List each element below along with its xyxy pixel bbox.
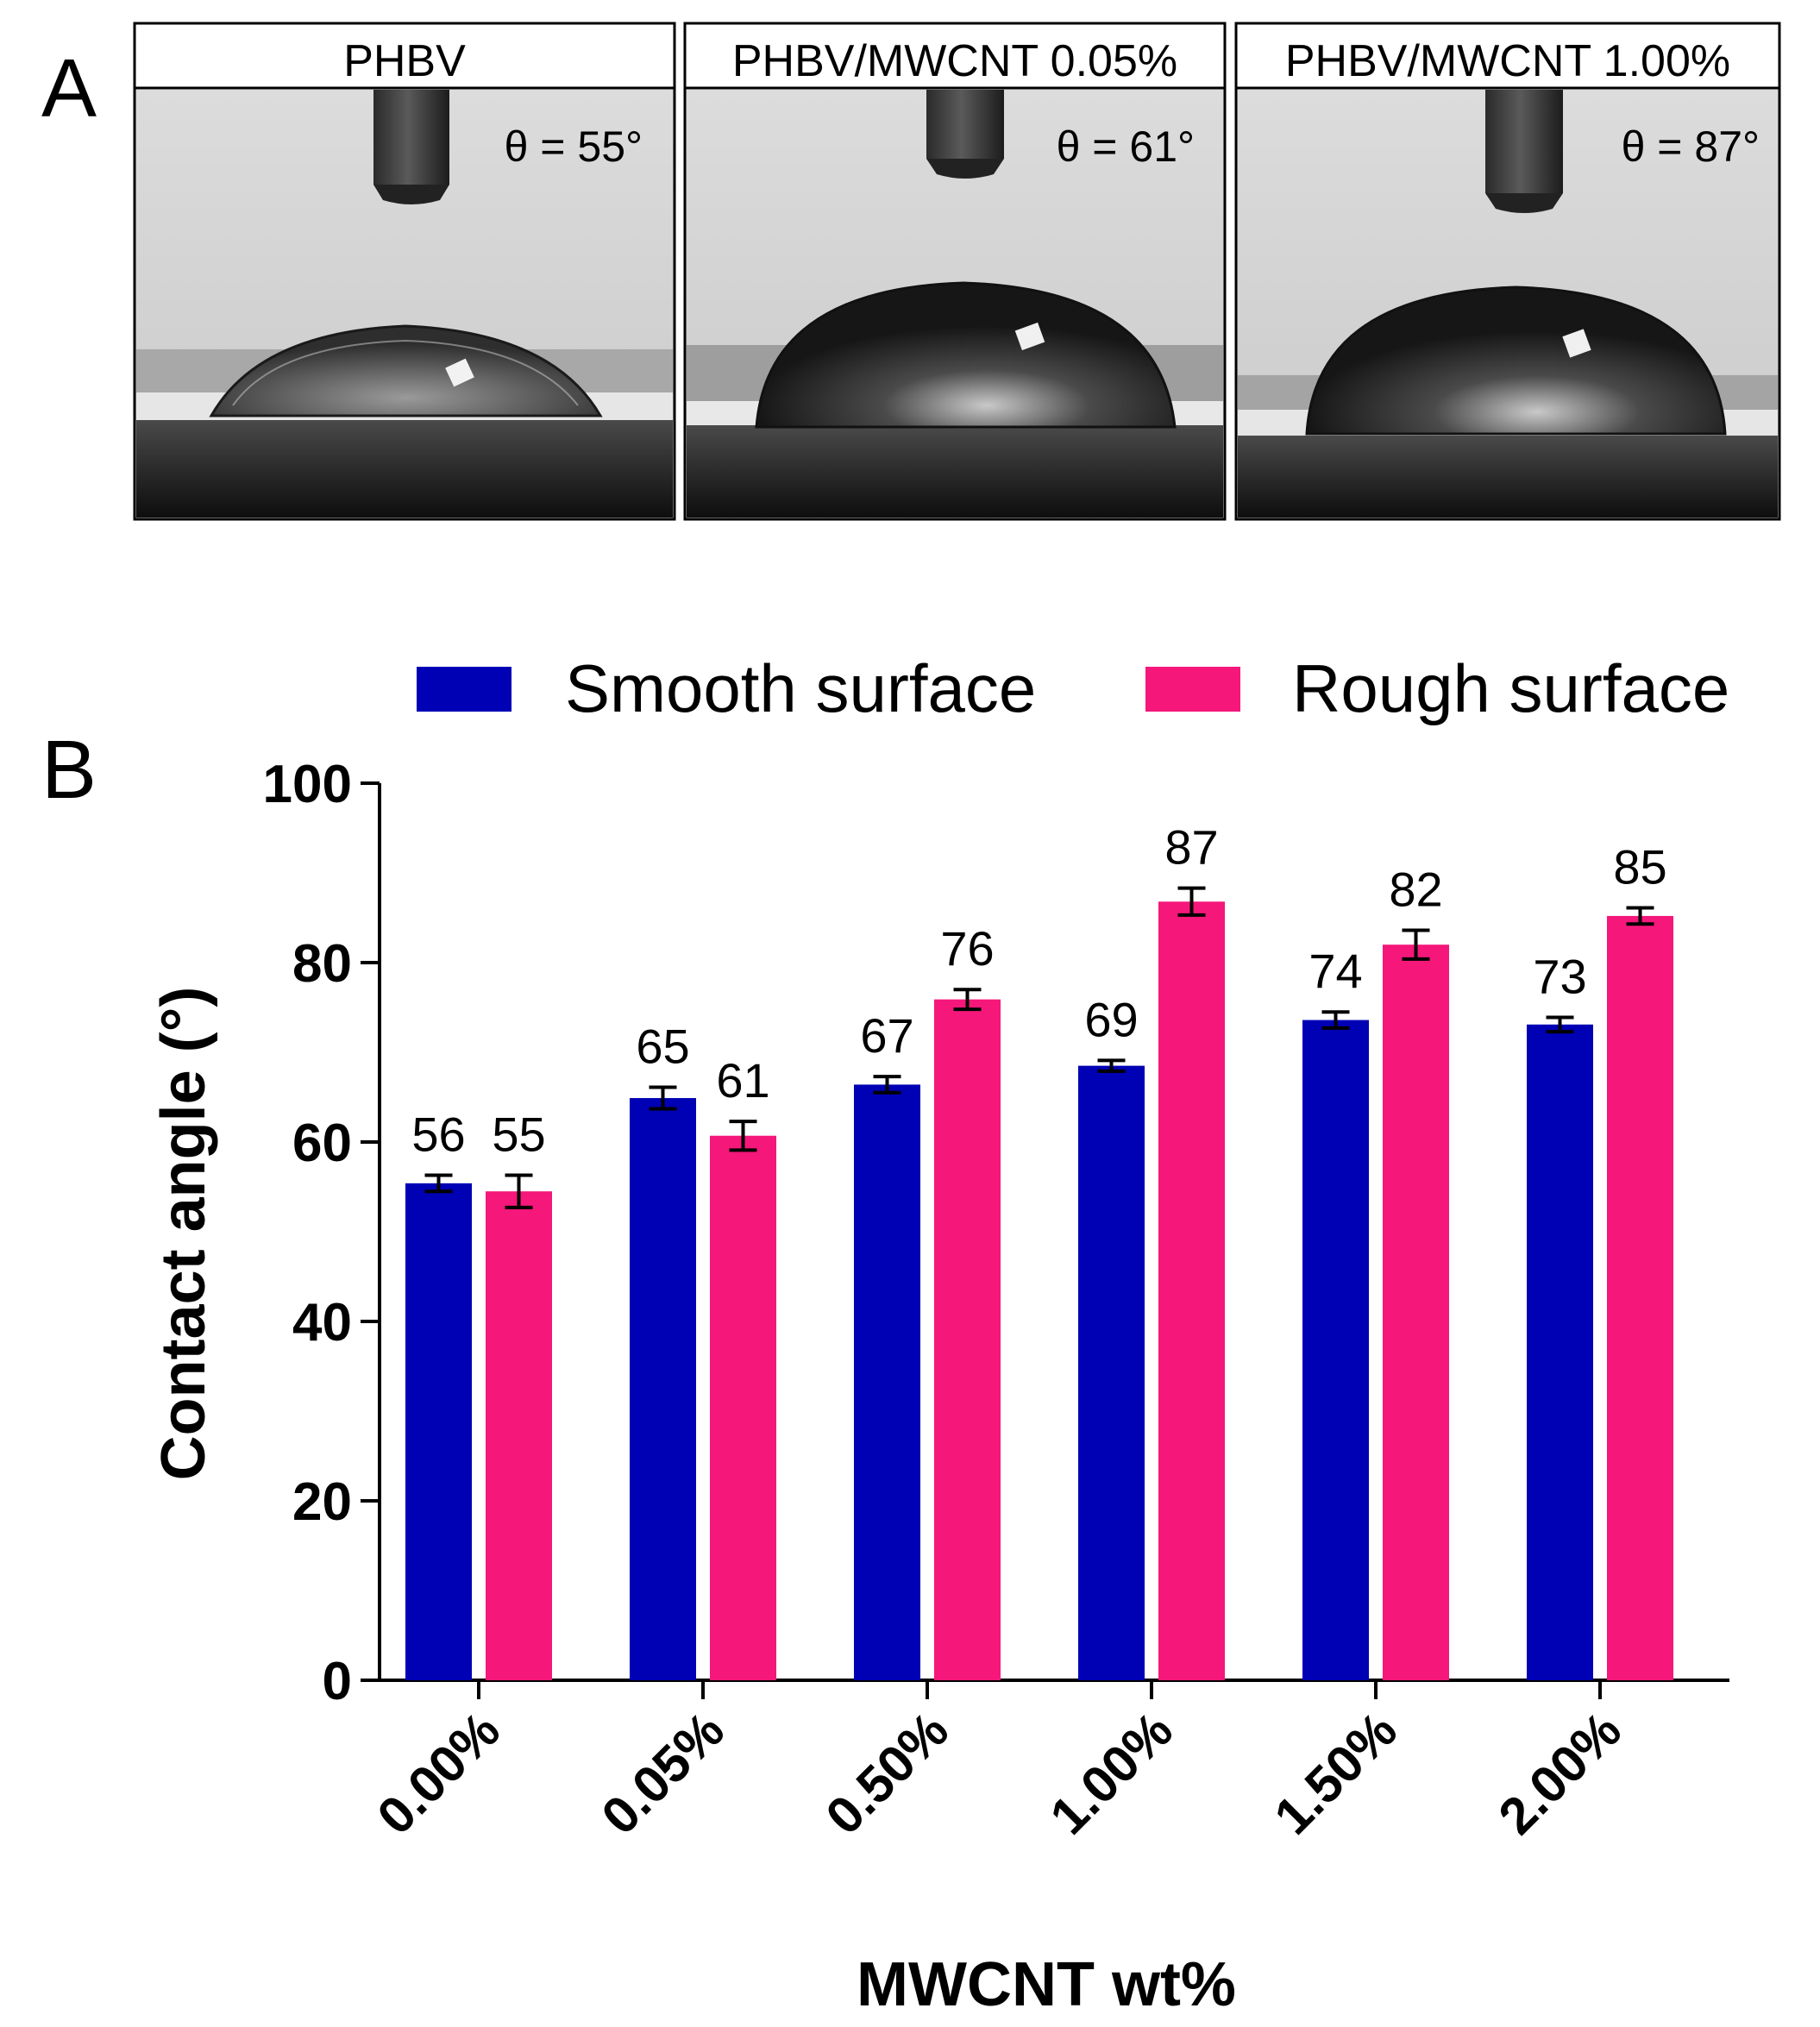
bar-rough xyxy=(934,999,1001,1680)
bar-smooth xyxy=(1078,1065,1145,1680)
data-label: 56 xyxy=(411,1107,465,1161)
legend-swatch-rough xyxy=(1145,667,1240,712)
bar-rough xyxy=(710,1135,776,1680)
photo-title: PHBV/MWCNT 1.00% xyxy=(1285,36,1730,86)
bar-rough xyxy=(1383,944,1449,1680)
needle-tip-icon xyxy=(1485,193,1563,213)
data-label: 55 xyxy=(492,1107,545,1161)
photo-title: PHBV xyxy=(343,36,466,86)
y-tick-label: 100 xyxy=(263,755,352,814)
data-label: 67 xyxy=(860,1008,913,1063)
y-tick-label: 60 xyxy=(292,1114,352,1173)
x-tick-label: 0.05% xyxy=(591,1701,736,1846)
data-label: 73 xyxy=(1533,949,1586,1003)
y-axis-title: Contact angle (°) xyxy=(149,987,218,1481)
panel-a-letter: A xyxy=(41,42,97,135)
bar-smooth xyxy=(854,1084,920,1680)
bar-rough xyxy=(1158,901,1225,1680)
bar-smooth xyxy=(1527,1024,1593,1680)
photo-title: PHBV/MWCNT 0.05% xyxy=(732,36,1177,86)
chart-plot: 0 20 40 60 80 100 56 55 0.00% 65 61 0.05% 67 76 0.50% 6… xyxy=(263,755,1729,1846)
data-label: 69 xyxy=(1084,992,1138,1046)
photo-phbv-mwcnt-005: PHBV/MWCNT 0.05% θ = 61° xyxy=(683,22,1227,521)
data-label: 61 xyxy=(716,1053,769,1108)
x-tick-label: 1.50% xyxy=(1264,1701,1409,1846)
legend-label-rough: Rough surface xyxy=(1292,650,1729,726)
contact-angle-value: θ = 61° xyxy=(1057,122,1195,171)
legend-swatch-smooth xyxy=(417,667,511,712)
bar-rough xyxy=(1607,915,1673,1680)
y-tick-label: 20 xyxy=(292,1472,352,1532)
needle-icon xyxy=(926,90,1004,159)
droplet-icon xyxy=(209,324,603,417)
needle-icon xyxy=(373,90,449,185)
data-label: 76 xyxy=(940,921,994,976)
bar-smooth xyxy=(630,1098,696,1680)
data-label: 85 xyxy=(1613,840,1666,894)
needle-icon xyxy=(1485,90,1563,193)
photo-phbv-mwcnt-100: PHBV/MWCNT 1.00% θ = 87° xyxy=(1234,22,1781,521)
bar-smooth xyxy=(405,1183,472,1680)
y-tick-label: 40 xyxy=(292,1293,352,1352)
needle-tip-icon xyxy=(373,185,449,204)
data-label: 87 xyxy=(1164,820,1218,875)
x-tick-label: 0.50% xyxy=(815,1701,960,1846)
legend: Smooth surface Rough surface xyxy=(417,650,1729,726)
x-tick-label: 2.00% xyxy=(1488,1701,1633,1846)
panel-b-letter: B xyxy=(41,724,97,816)
x-tick-label: 0.00% xyxy=(367,1701,511,1846)
y-tick-label: 0 xyxy=(323,1652,352,1711)
droplet-icon xyxy=(755,281,1177,429)
data-label: 74 xyxy=(1309,944,1362,998)
data-label: 82 xyxy=(1389,863,1442,917)
data-label: 65 xyxy=(636,1020,689,1074)
legend-label-smooth: Smooth surface xyxy=(565,650,1036,726)
droplet-icon xyxy=(1305,286,1727,436)
x-axis-title: MWCNT wt% xyxy=(857,1950,1236,2019)
y-tick-label: 80 xyxy=(292,934,352,994)
x-tick-label: 1.00% xyxy=(1039,1701,1184,1846)
needle-tip-icon xyxy=(926,159,1004,179)
bar-rough xyxy=(486,1191,552,1680)
contact-angle-value: θ = 55° xyxy=(505,122,643,171)
bar-smooth xyxy=(1302,1020,1369,1680)
contact-angle-value: θ = 87° xyxy=(1622,122,1760,171)
photo-phbv: PHBV θ = 55° xyxy=(133,22,676,521)
